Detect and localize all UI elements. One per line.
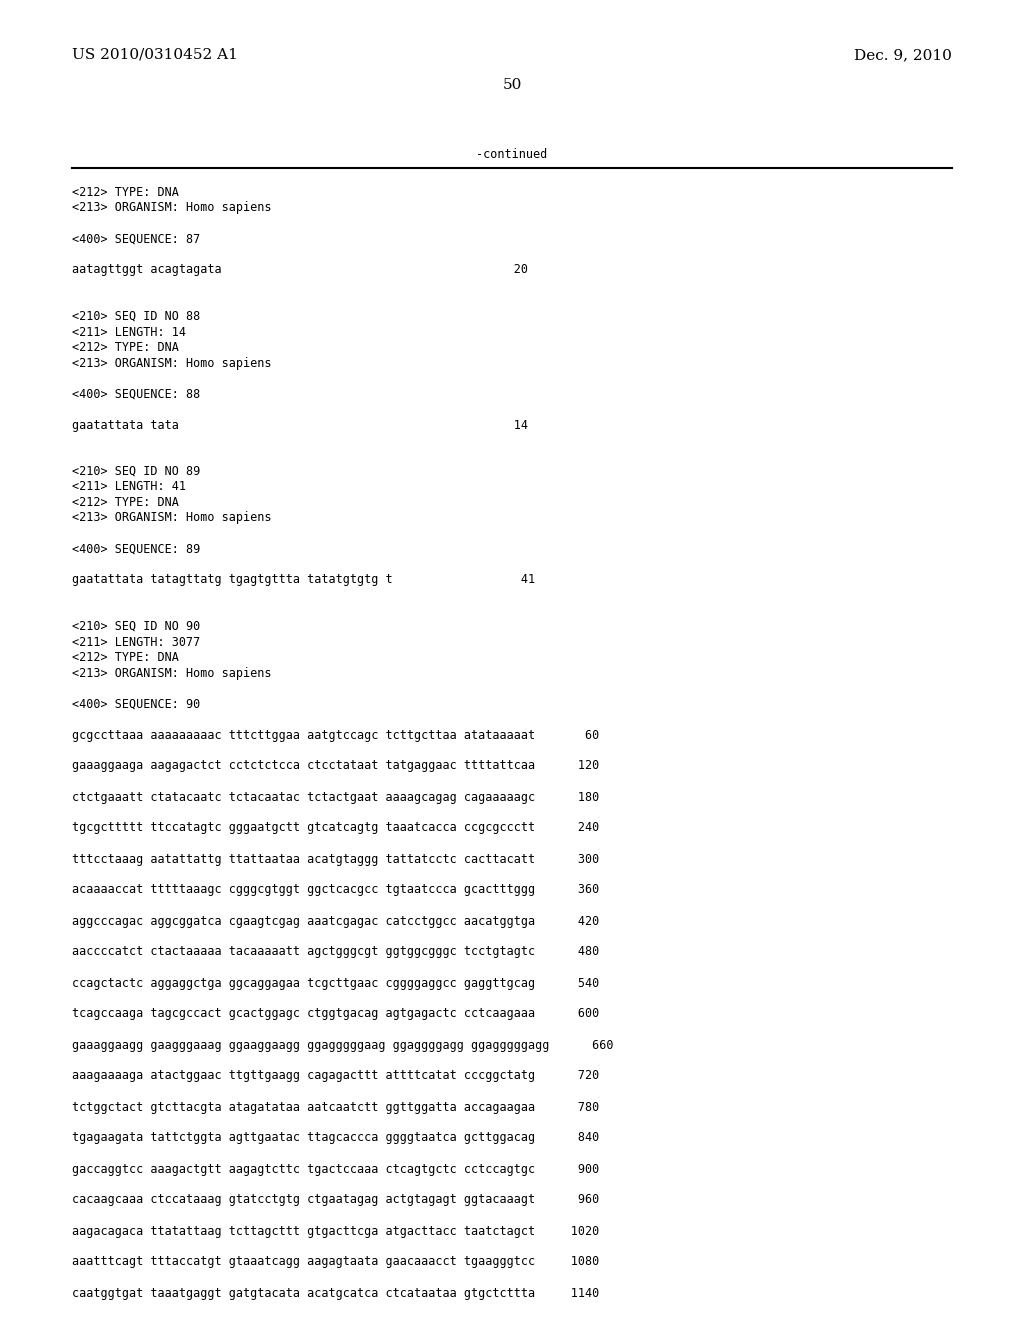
Text: gaaaggaaga aagagactct cctctctcca ctcctataat tatgaggaac ttttattcaa      120: gaaaggaaga aagagactct cctctctcca ctcctat… <box>72 759 599 772</box>
Text: aatagttggt acagtagata                                         20: aatagttggt acagtagata 20 <box>72 264 528 276</box>
Text: aagacagaca ttatattaag tcttagcttt gtgacttcga atgacttacc taatctagct     1020: aagacagaca ttatattaag tcttagcttt gtgactt… <box>72 1225 599 1238</box>
Text: <210> SEQ ID NO 88: <210> SEQ ID NO 88 <box>72 310 201 323</box>
Text: <211> LENGTH: 14: <211> LENGTH: 14 <box>72 326 186 338</box>
Text: US 2010/0310452 A1: US 2010/0310452 A1 <box>72 48 238 62</box>
Text: gaatattata tatagttatg tgagtgttta tatatgtgtg t                  41: gaatattata tatagttatg tgagtgttta tatatgt… <box>72 573 536 586</box>
Text: <212> TYPE: DNA: <212> TYPE: DNA <box>72 186 179 199</box>
Text: gcgccttaaa aaaaaaaaac tttcttggaa aatgtccagc tcttgcttaa atataaaaat       60: gcgccttaaa aaaaaaaaac tttcttggaa aatgtcc… <box>72 729 599 742</box>
Text: <212> TYPE: DNA: <212> TYPE: DNA <box>72 496 179 510</box>
Text: <210> SEQ ID NO 90: <210> SEQ ID NO 90 <box>72 620 201 634</box>
Text: <210> SEQ ID NO 89: <210> SEQ ID NO 89 <box>72 465 201 478</box>
Text: aaagaaaaga atactggaac ttgttgaagg cagagacttt attttcatat cccggctatg      720: aaagaaaaga atactggaac ttgttgaagg cagagac… <box>72 1069 599 1082</box>
Text: gaatattata tata                                               14: gaatattata tata 14 <box>72 418 528 432</box>
Text: ccagctactc aggaggctga ggcaggagaa tcgcttgaac cggggaggcc gaggttgcag      540: ccagctactc aggaggctga ggcaggagaa tcgcttg… <box>72 977 599 990</box>
Text: <212> TYPE: DNA: <212> TYPE: DNA <box>72 341 179 354</box>
Text: <400> SEQUENCE: 89: <400> SEQUENCE: 89 <box>72 543 201 556</box>
Text: <213> ORGANISM: Homo sapiens: <213> ORGANISM: Homo sapiens <box>72 511 271 524</box>
Text: aggcccagac aggcggatca cgaagtcgag aaatcgagac catcctggcc aacatggtga      420: aggcccagac aggcggatca cgaagtcgag aaatcga… <box>72 915 599 928</box>
Text: Dec. 9, 2010: Dec. 9, 2010 <box>854 48 952 62</box>
Text: aaccccatct ctactaaaaa tacaaaaatt agctgggcgt ggtggcgggc tcctgtagtc      480: aaccccatct ctactaaaaa tacaaaaatt agctggg… <box>72 945 599 958</box>
Text: caatggtgat taaatgaggt gatgtacata acatgcatca ctcataataa gtgctcttta     1140: caatggtgat taaatgaggt gatgtacata acatgca… <box>72 1287 599 1299</box>
Text: gaaaggaagg gaagggaaag ggaaggaagg ggagggggaag ggaggggagg ggagggggagg      660: gaaaggaagg gaagggaaag ggaaggaagg ggagggg… <box>72 1039 613 1052</box>
Text: aaatttcagt tttaccatgt gtaaatcagg aagagtaata gaacaaacct tgaagggtcc     1080: aaatttcagt tttaccatgt gtaaatcagg aagagta… <box>72 1255 599 1269</box>
Text: tcagccaaga tagcgccact gcactggagc ctggtgacag agtgagactc cctcaagaaa      600: tcagccaaga tagcgccact gcactggagc ctggtga… <box>72 1007 599 1020</box>
Text: -continued: -continued <box>476 149 548 161</box>
Text: gaccaggtcc aaagactgtt aagagtcttc tgactccaaa ctcagtgctc cctccagtgc      900: gaccaggtcc aaagactgtt aagagtcttc tgactcc… <box>72 1163 599 1176</box>
Text: cacaagcaaa ctccataaag gtatcctgtg ctgaatagag actgtagagt ggtacaaagt      960: cacaagcaaa ctccataaag gtatcctgtg ctgaata… <box>72 1193 599 1206</box>
Text: <400> SEQUENCE: 88: <400> SEQUENCE: 88 <box>72 388 201 400</box>
Text: tgagaagata tattctggta agttgaatac ttagcaccca ggggtaatca gcttggacag      840: tgagaagata tattctggta agttgaatac ttagcac… <box>72 1131 599 1144</box>
Text: acaaaaccat tttttaaagc cgggcgtggt ggctcacgcc tgtaatccca gcactttggg      360: acaaaaccat tttttaaagc cgggcgtggt ggctcac… <box>72 883 599 896</box>
Text: <213> ORGANISM: Homo sapiens: <213> ORGANISM: Homo sapiens <box>72 202 271 214</box>
Text: <400> SEQUENCE: 90: <400> SEQUENCE: 90 <box>72 697 201 710</box>
Text: <211> LENGTH: 3077: <211> LENGTH: 3077 <box>72 635 201 648</box>
Text: <213> ORGANISM: Homo sapiens: <213> ORGANISM: Homo sapiens <box>72 667 271 680</box>
Text: <213> ORGANISM: Homo sapiens: <213> ORGANISM: Homo sapiens <box>72 356 271 370</box>
Text: ctctgaaatt ctatacaatc tctacaatac tctactgaat aaaagcagag cagaaaaagc      180: ctctgaaatt ctatacaatc tctacaatac tctactg… <box>72 791 599 804</box>
Text: tctggctact gtcttacgta atagatataa aatcaatctt ggttggatta accagaagaa      780: tctggctact gtcttacgta atagatataa aatcaat… <box>72 1101 599 1114</box>
Text: 50: 50 <box>503 78 521 92</box>
Text: <212> TYPE: DNA: <212> TYPE: DNA <box>72 651 179 664</box>
Text: <400> SEQUENCE: 87: <400> SEQUENCE: 87 <box>72 232 201 246</box>
Text: tttcctaaag aatattattg ttattaataa acatgtaggg tattatcctc cacttacatt      300: tttcctaaag aatattattg ttattaataa acatgta… <box>72 853 599 866</box>
Text: tgcgcttttt ttccatagtc gggaatgctt gtcatcagtg taaatcacca ccgcgccctt      240: tgcgcttttt ttccatagtc gggaatgctt gtcatca… <box>72 821 599 834</box>
Text: <211> LENGTH: 41: <211> LENGTH: 41 <box>72 480 186 494</box>
